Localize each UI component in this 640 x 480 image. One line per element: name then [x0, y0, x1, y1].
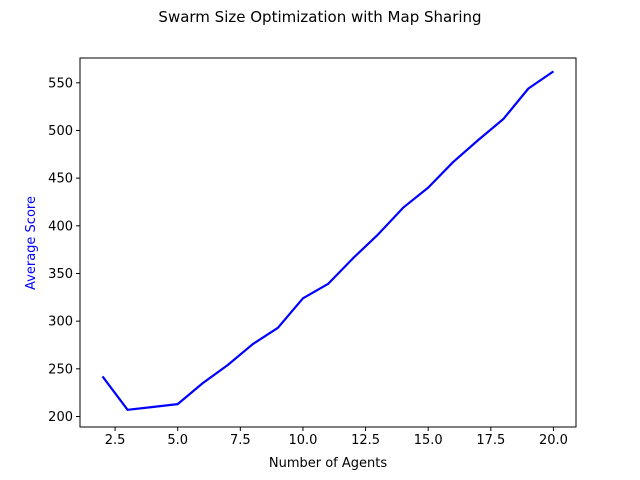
x-tick-label: 7.5: [230, 433, 251, 448]
x-tick-label: 2.5: [105, 433, 126, 448]
x-tick-label: 15.0: [414, 433, 443, 448]
x-tick-label: 10.0: [288, 433, 317, 448]
series-layer: [101, 70, 555, 411]
y-axis-label: Average Score: [24, 196, 39, 290]
y-tick-label: 400: [48, 219, 73, 234]
y-tick-label: 300: [48, 315, 73, 330]
y-tick-label: 350: [48, 267, 73, 282]
y-tick-label: 250: [48, 362, 73, 377]
chart-title: Swarm Size Optimization with Map Sharing: [158, 8, 481, 26]
x-tick-label: 12.5: [351, 433, 380, 448]
y-tick-label: 550: [48, 76, 73, 91]
y-tick-label: 450: [48, 172, 73, 187]
x-axis-label: Number of Agents: [269, 456, 387, 471]
axis-ticks: 2.5 5.0 7.5 10.0 12.5 15.0 17.5 20.0 200 250 300 35…: [48, 76, 568, 448]
plot-area-frame: [79, 57, 577, 428]
x-tick-label: 20.0: [539, 433, 568, 448]
series-line: [101, 70, 555, 411]
x-tick-label: 5.0: [167, 433, 188, 448]
x-tick-label: 17.5: [476, 433, 505, 448]
y-tick-label: 500: [48, 124, 73, 139]
y-tick-label: 200: [48, 410, 73, 425]
